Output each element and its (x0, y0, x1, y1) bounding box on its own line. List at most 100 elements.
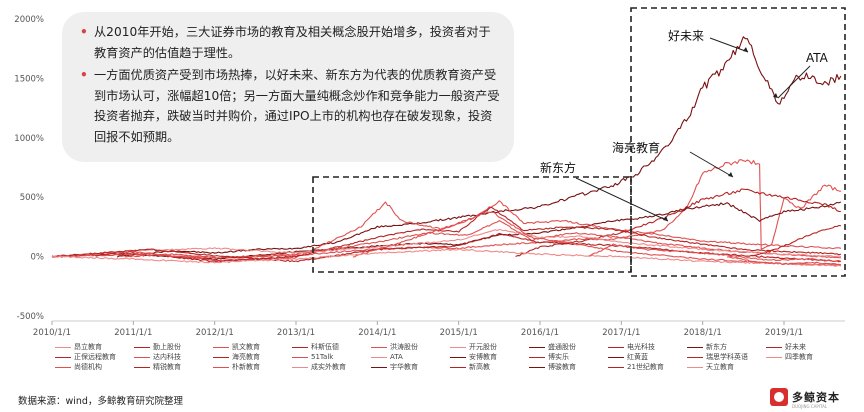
legend-item: 科斯伍德 (292, 343, 339, 352)
annotation-leader-line (777, 65, 811, 99)
series-line (51, 228, 842, 258)
highlight-box-2013-2016 (312, 176, 632, 273)
x-tick-label: 2013/1/1 (277, 328, 315, 338)
logo-subtext: DUOJING CAPITAL (792, 404, 828, 409)
legend-label: 好未来 (785, 343, 806, 351)
legend-label: 尚德机构 (74, 363, 102, 371)
legend-item: 昂立教育 (55, 343, 102, 352)
legend-swatch (371, 356, 387, 358)
legend-item: 博实乐 (529, 353, 569, 362)
x-tick-label: 2016/1/1 (521, 328, 559, 338)
legend-label: 电光科技 (627, 343, 655, 351)
legend-label: 博实乐 (548, 353, 569, 361)
legend-swatch (687, 346, 703, 348)
legend-swatch (134, 356, 150, 358)
x-tick-label: 2019/1/1 (765, 328, 803, 338)
legend-swatch (450, 366, 466, 368)
legend-label: 科斯伍德 (311, 343, 339, 351)
legend-label: 开元股份 (469, 343, 497, 351)
legend-swatch (608, 356, 624, 358)
legend-item: 瑞思学科英语 (687, 353, 748, 362)
series-lines (51, 36, 842, 267)
series-line (51, 220, 841, 259)
legend-item: 四季教育 (766, 353, 813, 362)
legend-label: 博骏教育 (548, 363, 576, 371)
y-tick-label: -500% (17, 312, 44, 322)
legend-label: 新东方 (706, 343, 727, 351)
legend-label: 勤上股份 (153, 343, 181, 351)
x-tick-label: 2010/1/1 (33, 328, 71, 338)
legend-label: 红黄蓝 (627, 353, 648, 361)
legend-label: 天立教育 (706, 363, 734, 371)
legend-item: 勤上股份 (134, 343, 181, 352)
annotation-leader-line (709, 37, 749, 53)
callout-bullet-1: 从2010年开始，三大证券市场的教育及相关概念股开始增多，投资者对于教育资产的估… (80, 22, 500, 63)
x-tick-label: 2018/1/1 (684, 328, 722, 338)
legend-label: 盛通股份 (548, 343, 576, 351)
annotation-label: 海亮教育 (612, 140, 660, 155)
legend-swatch (687, 366, 703, 368)
legend-swatch (529, 346, 545, 348)
legend-label: 洪涛股份 (390, 343, 418, 351)
y-tick-label: 1000% (14, 134, 44, 144)
legend-swatch (450, 356, 466, 358)
legend-item: 达内科技 (134, 353, 181, 362)
legend-label: 成实外教育 (311, 363, 346, 371)
legend-swatch (608, 366, 624, 368)
highlight-box-2017-2019 (630, 7, 846, 277)
annotation-arrow-icon (773, 93, 778, 98)
legend-swatch (55, 356, 71, 358)
legend-item: 正保远程教育 (55, 353, 116, 362)
legend-swatch (529, 356, 545, 358)
annotation-arrow-icon (728, 172, 733, 177)
y-tick-label: 0% (31, 253, 45, 263)
logo-text: 多鲸资本 (792, 391, 840, 404)
annotation-leader-line (689, 151, 734, 178)
legend-swatch (55, 346, 71, 348)
series-line (51, 248, 842, 267)
y-tick-label: 2000% (14, 15, 44, 25)
annotation-label: 好未来 (668, 29, 704, 43)
annotation-leader-line (575, 177, 669, 222)
legend-swatch (529, 366, 545, 368)
legend-item: 好未来 (766, 343, 806, 352)
legend-label: 瑞思学科英语 (706, 353, 748, 361)
legend-swatch (134, 366, 150, 368)
legend-swatch (213, 356, 229, 358)
callout-box: 从2010年开始，三大证券市场的教育及相关概念股开始增多，投资者对于教育资产的估… (62, 12, 514, 162)
legend-swatch (213, 346, 229, 348)
series-line (515, 188, 841, 258)
legend-label: 昂立教育 (74, 343, 102, 351)
data-source: 数据来源：wind，多鲸教育研究院整理 (18, 396, 183, 407)
legend-item: 博骏教育 (529, 363, 576, 372)
legend-item: 天立教育 (687, 363, 734, 372)
legend-swatch (371, 346, 387, 348)
legend-label: 达内科技 (153, 353, 181, 361)
legend-item: 盛通股份 (529, 343, 576, 352)
legend-item: 新高教 (450, 363, 490, 372)
legend-item: 开元股份 (450, 343, 497, 352)
legend-item: 尚德机构 (55, 363, 102, 372)
x-axis: 2010/1/1 2011/1/1 2012/1/1 2013/1/1 2014/1/1… (33, 320, 845, 338)
legend-item: 新东方 (687, 343, 727, 352)
legend-item: 51Talk (292, 353, 333, 362)
legend-label: 海亮教育 (232, 353, 260, 361)
legend-item: 凯文教育 (213, 343, 260, 352)
brand-logo: 多鲸资本 DUOJING CAPITAL (770, 388, 840, 409)
legend-label: 正保远程教育 (74, 353, 116, 361)
legend-swatch (608, 346, 624, 348)
legend-swatch (292, 346, 308, 348)
legend-swatch (134, 346, 150, 348)
legend-item: ATA (371, 353, 403, 362)
legend-swatch (371, 366, 387, 368)
annotation-arrow-icon (743, 47, 748, 52)
legend-label: 凯文教育 (232, 343, 260, 351)
legend-swatch (292, 356, 308, 358)
legend-swatch (766, 346, 782, 348)
x-tick-label: 2014/1/1 (358, 328, 396, 338)
x-tick-label: 2012/1/1 (196, 328, 234, 338)
legend-item: 21世纪教育 (608, 363, 664, 372)
legend-item: 红黄蓝 (608, 353, 648, 362)
legend-label: 四季教育 (785, 353, 813, 361)
legend-item: 成实外教育 (292, 363, 346, 372)
